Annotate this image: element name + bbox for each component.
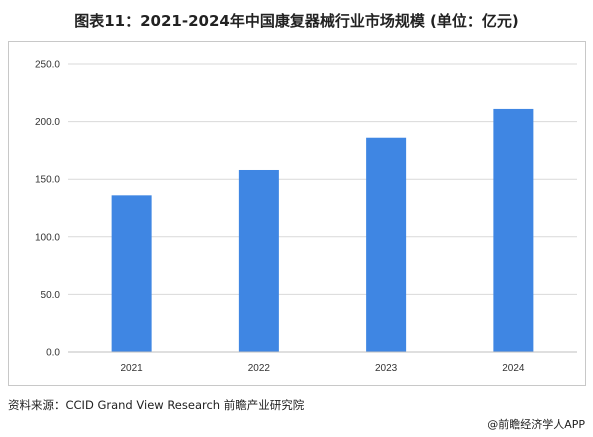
y-tick-label: 150.0 (35, 175, 60, 186)
x-tick-label: 2021 (121, 363, 144, 374)
x-tick-label: 2023 (375, 363, 398, 374)
y-tick-label: 250.0 (35, 60, 60, 71)
bar-2024 (493, 108, 534, 352)
chart-area: 0.0 50.0 100.0 150.0 200.0 250.0 2021 2022 2023 2… (8, 41, 586, 386)
bar-chart: 0.0 50.0 100.0 150.0 200.0 250.0 2021 2022 2023 2… (35, 60, 577, 374)
bar-2021 (111, 195, 152, 352)
y-tick-label: 200.0 (35, 117, 60, 128)
y-tick-label: 50.0 (41, 290, 61, 301)
bar-2022 (238, 169, 279, 352)
y-tick-label: 0.0 (46, 348, 60, 359)
chart-title: 图表11：2021-2024年中国康复器械行业市场规模 (单位：亿元) (74, 12, 519, 30)
x-tick-label: 2022 (248, 363, 271, 374)
bar-2023 (366, 137, 407, 352)
brand-watermark: @前瞻经济学人APP (487, 418, 585, 431)
y-tick-label: 100.0 (35, 232, 60, 243)
x-tick-label: 2024 (502, 363, 525, 374)
source-note: 资料来源：CCID Grand View Research 前瞻产业研究院 (8, 398, 305, 412)
